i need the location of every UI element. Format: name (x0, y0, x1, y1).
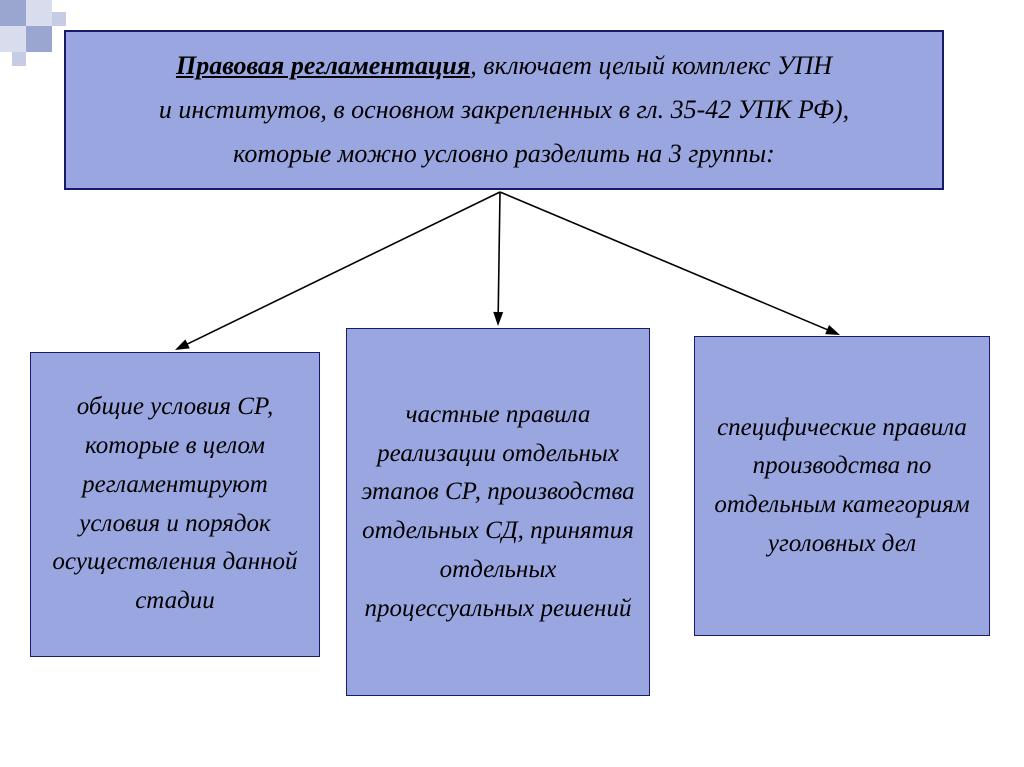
corner-deco (0, 0, 26, 26)
child-box-2: частные правила реализации отдельных эта… (346, 328, 650, 696)
root-title: Правовая регламентация (176, 51, 470, 80)
child-box-3: специфические правила производства по от… (694, 336, 990, 636)
root-line-1: Правовая регламентация, включает целый к… (176, 44, 832, 88)
child-text: частные правила реализации отдельных эта… (355, 396, 641, 629)
root-rest-1: , включает целый комплекс УПН (470, 51, 832, 80)
corner-deco (52, 12, 66, 26)
corner-deco (26, 0, 52, 26)
root-box: Правовая регламентация, включает целый к… (64, 30, 944, 190)
corner-deco (12, 52, 26, 66)
root-line-2: и институтов, в основном закрепленных в … (159, 88, 849, 132)
corner-deco (0, 26, 26, 52)
root-line-3: которые можно условно разделить на 3 гру… (233, 132, 775, 176)
child-text: специфические правила производства по от… (703, 409, 981, 564)
child-box-1: общие условия СР, которые в целом реглам… (30, 352, 320, 657)
child-text: общие условия СР, которые в целом реглам… (39, 388, 311, 621)
corner-deco (26, 26, 52, 52)
